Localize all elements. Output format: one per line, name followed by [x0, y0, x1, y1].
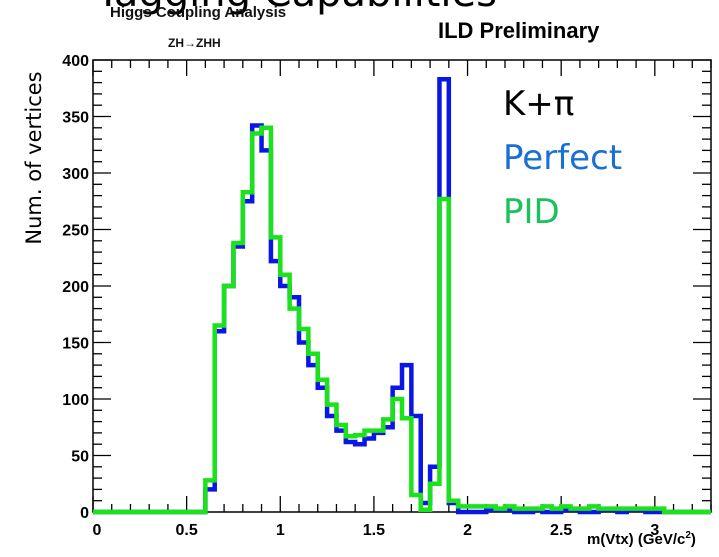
preliminary-label: ILD Preliminary [438, 18, 600, 43]
x-tick-label: 0.5 [176, 522, 198, 539]
y-tick-label: 50 [71, 449, 89, 466]
y-tick-label: 0 [80, 505, 89, 522]
x-axis-label-exponent: 2 [685, 530, 691, 541]
y-tick-labels: 0 50 100 150 200 250 300 350 400 [62, 53, 89, 522]
x-axis-label: m(Vtx) (GeV/c2) [587, 530, 696, 548]
x-tick-label: 1.5 [363, 522, 385, 539]
y-axis-label: Num. of vertices [22, 71, 46, 245]
x-axis-label-tail: ) [690, 531, 696, 548]
x-tick-label: 3 [650, 522, 659, 539]
y-tick-label: 300 [62, 166, 89, 183]
y-axis-ticks [93, 59, 711, 513]
x-tick-label: 2 [463, 522, 472, 539]
legend-entry-perfect: Perfect [503, 138, 623, 178]
x-axis-label-main: m(Vtx) (GeV/c [587, 531, 686, 548]
y-tick-label: 250 [62, 223, 89, 240]
plot-frame [92, 59, 712, 513]
legend-header: K+π [503, 84, 575, 124]
x-tick-label: 0 [93, 522, 102, 539]
x-tick-label: 2.5 [550, 522, 572, 539]
series-pid-histogram [93, 125, 711, 515]
y-tick-label: 150 [62, 336, 89, 353]
y-tick-label: 400 [62, 53, 89, 70]
y-tick-label: 100 [62, 392, 89, 409]
legend-entry-pid: PID [503, 192, 560, 232]
plot-border [92, 59, 712, 513]
y-tick-label: 200 [62, 279, 89, 296]
x-tick-labels: 0 0.5 1 1.5 2 2.5 3 [93, 522, 660, 539]
y-tick-label: 350 [62, 110, 89, 127]
chart-title: Higgs Coupling Analysis [110, 4, 287, 21]
clipped-heading: Tagging Capabilities [96, 0, 497, 16]
chart-subtitle: ZH→ZHH [168, 36, 221, 50]
series-pid-line [93, 125, 711, 515]
x-axis-ticks [92, 60, 712, 512]
x-tick-label: 1 [276, 522, 285, 539]
